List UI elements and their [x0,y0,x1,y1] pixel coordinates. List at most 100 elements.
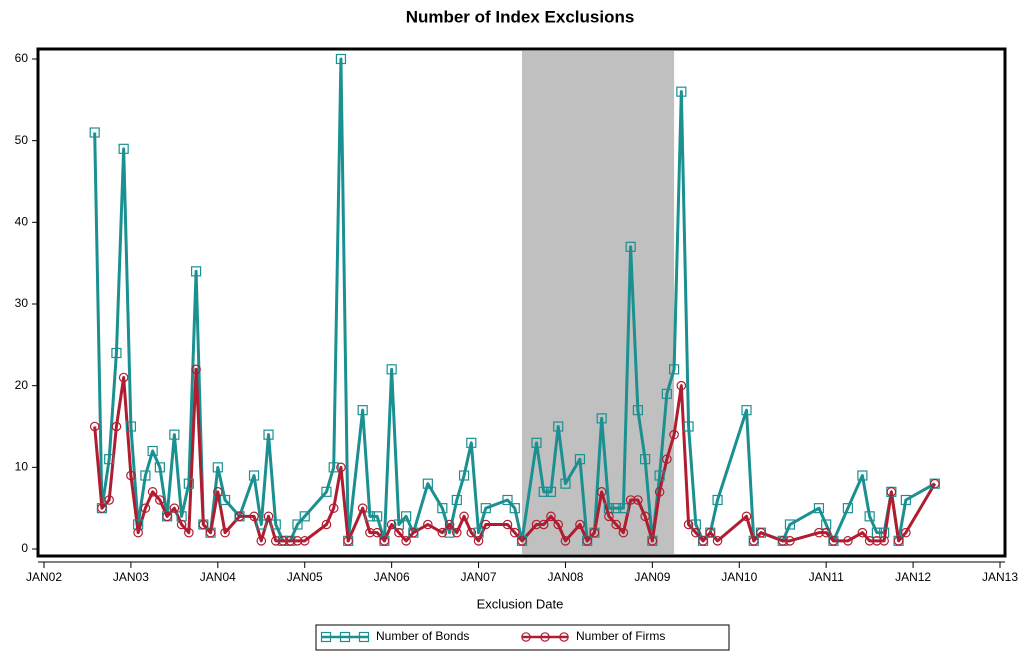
data-point [466,437,477,448]
data-point [234,511,245,522]
data-point [676,86,687,97]
data-point [263,511,274,522]
data-point [89,127,100,138]
data-point [596,413,607,424]
data-point [813,503,825,514]
data-point [698,536,708,546]
y-tick-label: 0 [21,541,28,555]
data-point [104,454,115,465]
legend-label: Number of Bonds [376,629,469,643]
legend-marker [339,631,351,643]
data-point [190,266,202,277]
data-point [538,486,549,497]
data-point [452,527,462,538]
data-point [379,536,390,546]
data-point [857,527,868,538]
data-point [647,536,658,546]
data-point [886,487,897,497]
data-point [785,536,795,546]
data-point [821,527,831,538]
data-point [372,527,382,538]
data-point [705,527,716,538]
legend-marker [521,632,531,642]
data-point [879,536,889,546]
data-point [126,470,136,481]
data-point [386,519,397,530]
data-point [292,536,303,546]
data-point [843,536,853,546]
data-point [575,519,585,530]
data-point [640,454,651,465]
x-tick-label: JAN09 [634,570,670,584]
data-point [560,478,571,489]
data-point [357,503,368,513]
data-point [756,527,766,538]
data-point [111,421,122,432]
x-tick-label: JAN08 [547,570,583,584]
x-tick-label: JAN13 [982,570,1018,584]
data-point [184,527,194,538]
data-point [321,486,332,497]
data-point [147,445,158,457]
data-point [422,478,433,489]
x-tick-label: JAN04 [200,570,236,584]
x-tick-label: JAN03 [113,570,149,584]
data-point [502,494,513,506]
data-point [589,527,600,538]
y-tick-label: 50 [15,133,29,147]
data-point [509,527,520,538]
data-point [553,421,564,432]
legend-marker [358,631,370,643]
x-tick-label: JAN11 [809,570,844,584]
data-point [133,527,143,538]
data-point [118,143,129,154]
data-point [219,494,231,506]
legend-label: Number of Firms [576,629,665,643]
data-point [625,241,636,252]
data-point [437,503,448,514]
data-point [901,527,911,538]
data-point [256,536,267,546]
data-point [531,437,542,448]
data-point [842,503,854,514]
data-point [864,511,875,522]
data-point [292,519,303,530]
data-point [357,405,368,416]
data-point [444,519,455,530]
data-point [386,364,397,375]
data-point [545,486,557,497]
data-point [633,495,643,505]
data-point [828,536,839,546]
x-tick-label: JAN12 [895,570,931,584]
legend-marker [540,632,550,642]
plot-frame [36,47,1007,558]
data-point [466,527,477,538]
data-point [741,405,752,416]
data-point [618,527,629,538]
data-point [538,519,549,530]
data-point [212,462,223,473]
data-point [777,536,788,546]
y-tick-label: 40 [15,215,29,229]
data-point [654,487,665,497]
data-point [169,503,180,513]
data-point [712,494,723,506]
data-point [248,470,260,481]
data-point [140,470,151,481]
data-point [205,527,216,538]
data-point [661,388,672,399]
data-point [893,536,904,546]
data-point [611,519,621,530]
data-point [864,536,875,546]
data-point [654,470,665,481]
x-axis-label: Exclusion Date [477,596,564,611]
y-tick-label: 30 [15,296,29,310]
data-point [546,511,556,522]
legend-marker [320,631,332,643]
data-point [625,495,636,505]
data-point [872,536,882,546]
x-tick-label: JAN05 [287,570,323,584]
data-point [299,536,310,546]
data-point [502,519,513,530]
